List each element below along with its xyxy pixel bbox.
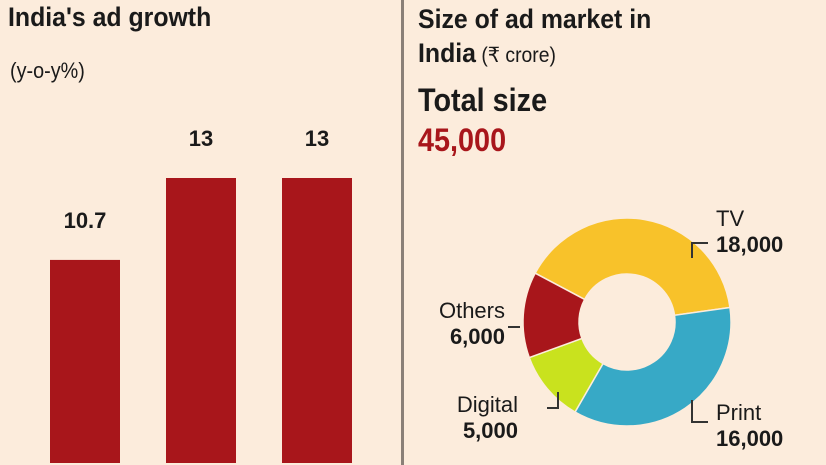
slice-name-label: Digital: [457, 392, 518, 417]
leader-line-print: [691, 400, 708, 423]
bar: [282, 178, 352, 463]
bar-data-label: 10.7: [64, 208, 107, 233]
bar-data-label: 13: [189, 126, 213, 151]
leader-line-tv: [691, 242, 708, 258]
donut-unit: (₹ crore): [475, 44, 556, 67]
slice-name-label: Print: [716, 400, 761, 425]
bar-chart-title: India's ad growth: [8, 2, 212, 32]
slice-value-label: 6,000: [450, 324, 505, 349]
slice-name-label: TV: [716, 206, 744, 231]
donut-title-text: Size of ad market in India (₹ crore): [418, 4, 652, 68]
donut-slice-others: [522, 272, 586, 359]
bar: [50, 259, 120, 463]
donut-slice-print: [573, 306, 732, 427]
slice-name-label: Others: [439, 298, 505, 323]
bar-chart-subtitle: (y-o-y%): [10, 58, 85, 83]
donut-chart-title: Size of ad market in India (₹ crore): [418, 2, 694, 73]
slice-value-label: 18,000: [716, 232, 783, 257]
total-size-value: 45,000: [418, 122, 507, 158]
slice-value-label: 16,000: [716, 426, 783, 451]
bar: [166, 178, 236, 463]
bar-data-label: 13: [305, 126, 329, 151]
total-size-label: Total size: [418, 82, 548, 118]
leader-line-digital: [547, 392, 559, 409]
donut-slice-tv: [534, 217, 731, 317]
slice-value-label: 5,000: [463, 418, 518, 443]
divider: [401, 0, 404, 465]
